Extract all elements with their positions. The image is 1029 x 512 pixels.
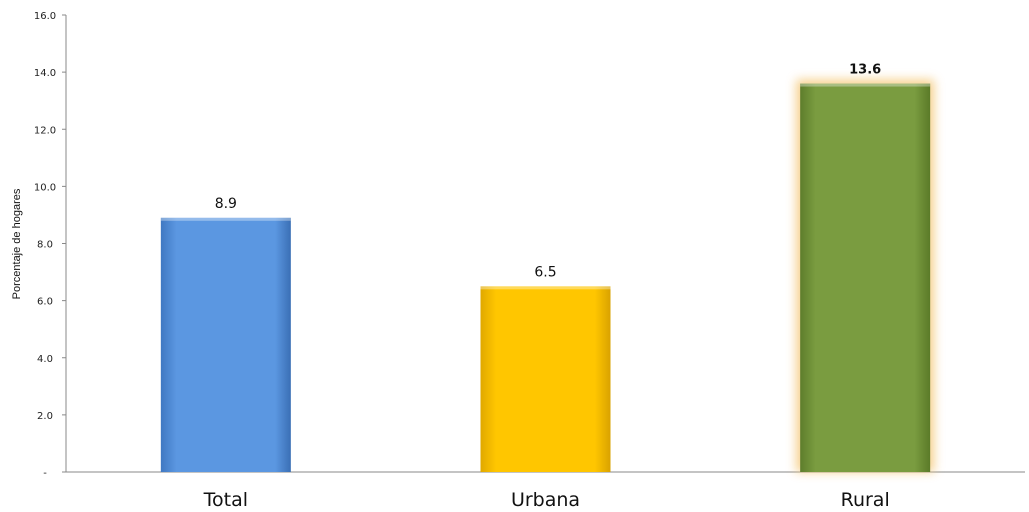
data-label-urbana: 6.5 bbox=[534, 264, 556, 280]
y-tick-label: 8.0 bbox=[37, 240, 53, 251]
bar-urbana bbox=[480, 286, 611, 472]
category-labels-group: Total Urbana Rural bbox=[203, 489, 890, 511]
bar-rural bbox=[800, 83, 931, 473]
bar-total-bevel bbox=[160, 217, 291, 221]
x-category-label-total: Total bbox=[203, 489, 248, 511]
data-label-rural: 13.6 bbox=[849, 63, 881, 78]
y-tick-label: 6.0 bbox=[37, 297, 53, 308]
y-tick-label: 16.0 bbox=[34, 11, 56, 22]
y-axis-title: Porcentaje de hogares bbox=[11, 188, 23, 299]
data-label-total: 8.9 bbox=[215, 196, 237, 212]
y-tick-label: 12.0 bbox=[34, 125, 56, 136]
bars-group bbox=[160, 79, 935, 473]
y-tick-label: 10.0 bbox=[34, 182, 56, 193]
bar-rural-bevel bbox=[800, 83, 931, 87]
data-labels-group: 8.9 6.5 13.6 bbox=[215, 63, 882, 281]
x-category-label-rural: Rural bbox=[841, 489, 890, 511]
y-axis-ticks: - 2.0 4.0 6.0 8.0 10.0 12.0 14.0 16.0 bbox=[34, 11, 66, 479]
bar-total bbox=[160, 217, 291, 472]
bar-urbana-bevel bbox=[480, 286, 611, 290]
y-tick-label: 2.0 bbox=[37, 411, 53, 422]
y-tick-label: 4.0 bbox=[37, 354, 53, 365]
y-tick-label: 14.0 bbox=[34, 68, 56, 79]
x-category-label-urbana: Urbana bbox=[511, 489, 580, 511]
y-tick-label: - bbox=[43, 468, 47, 479]
